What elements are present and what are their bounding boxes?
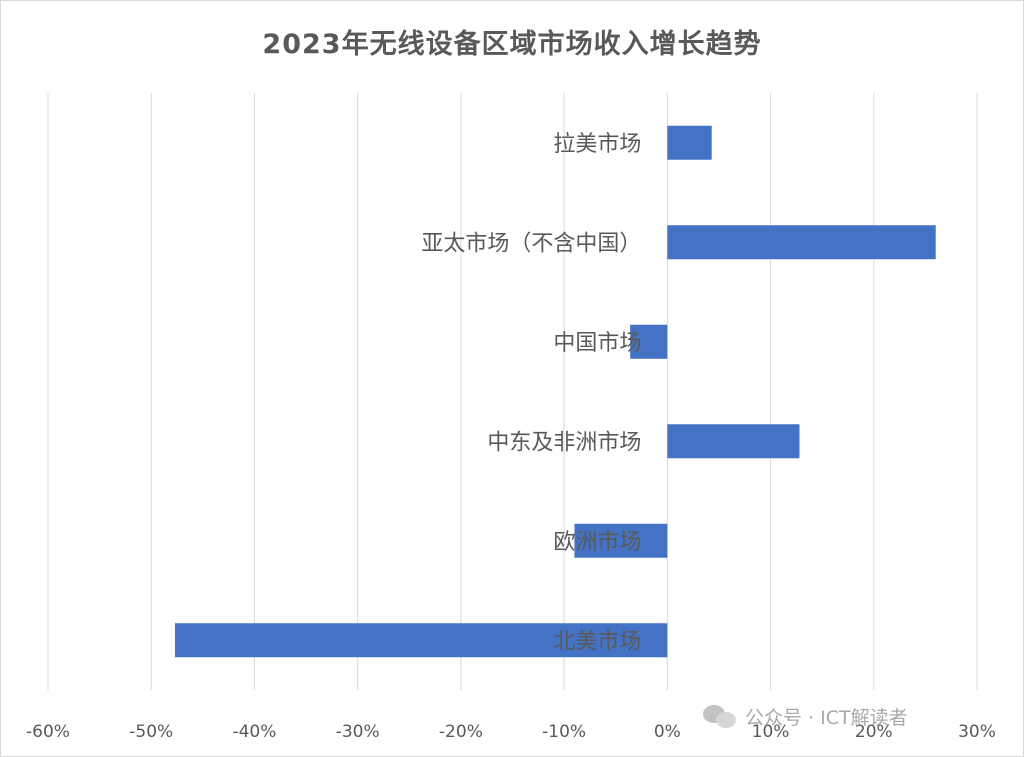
bar (667, 424, 800, 459)
category-label: 亚太市场（不含中国） (421, 231, 641, 256)
chart-title: 2023年无线设备区域市场收入增长趋势 (262, 29, 762, 60)
category-label: 欧洲市场 (553, 530, 641, 555)
watermark-text: 公众号 · ICT解读者 (745, 706, 908, 729)
category-label: 中东及非洲市场 (487, 430, 641, 455)
bar (630, 324, 668, 359)
x-tick-label: -40% (232, 722, 276, 742)
bar (574, 523, 668, 558)
watermark: 公众号 · ICT解读者 (703, 700, 908, 732)
bar (667, 225, 936, 260)
x-tick-label: 10% (752, 722, 790, 742)
x-tick-label: 20% (855, 722, 893, 742)
x-tick-label: 0% (654, 722, 681, 742)
x-tick-label: -20% (439, 722, 483, 742)
x-tick-label: -50% (129, 722, 173, 742)
wechat-icon (703, 703, 737, 729)
bar (174, 623, 668, 658)
category-label: 北美市场 (553, 629, 641, 654)
x-tick-label: 30% (958, 722, 996, 742)
x-tick-label: -60% (26, 722, 70, 742)
category-label: 拉美市场 (553, 132, 641, 157)
category-label: 中国市场 (553, 331, 641, 356)
bar (667, 125, 712, 160)
x-tick-label: -30% (336, 722, 380, 742)
x-tick-label: -10% (542, 722, 586, 742)
